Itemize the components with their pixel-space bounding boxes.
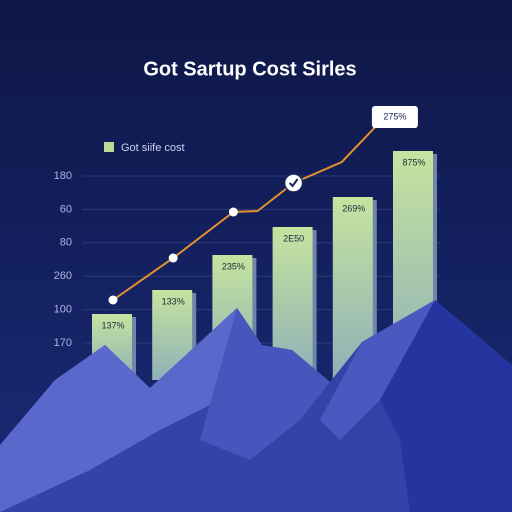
y-axis-label: 170 <box>54 337 72 349</box>
bar-side <box>431 154 437 383</box>
line-marker <box>228 207 238 217</box>
bar-label: 875% <box>402 157 425 167</box>
y-axis-label: 80 <box>60 237 72 249</box>
chart-title: Got Sartup Cost Sirles <box>143 58 356 80</box>
callout-label: 275% <box>383 111 406 121</box>
check-icon <box>288 178 299 188</box>
y-axis-label: 60 <box>60 203 72 215</box>
bar-label: 137% <box>101 320 124 330</box>
bar-side <box>190 293 197 383</box>
y-axis-label: 100 <box>54 304 72 316</box>
bar-label: 269% <box>342 203 365 213</box>
legend-label: Got siife cost <box>121 142 185 154</box>
line-marker <box>108 295 118 305</box>
y-axis-label: 260 <box>54 270 72 282</box>
bar-label: 235% <box>222 261 245 271</box>
bar-label: 2E50 <box>283 233 304 243</box>
mountains <box>0 300 512 512</box>
legend-swatch <box>104 142 114 152</box>
bar-label: 133% <box>162 296 185 306</box>
callout-box <box>371 106 418 128</box>
line-marker <box>168 253 178 263</box>
y-axis-label: 180 <box>54 170 72 182</box>
bar-side <box>130 317 136 383</box>
bar-side <box>370 200 377 383</box>
bar-side <box>310 230 317 383</box>
bar-side <box>250 258 257 383</box>
